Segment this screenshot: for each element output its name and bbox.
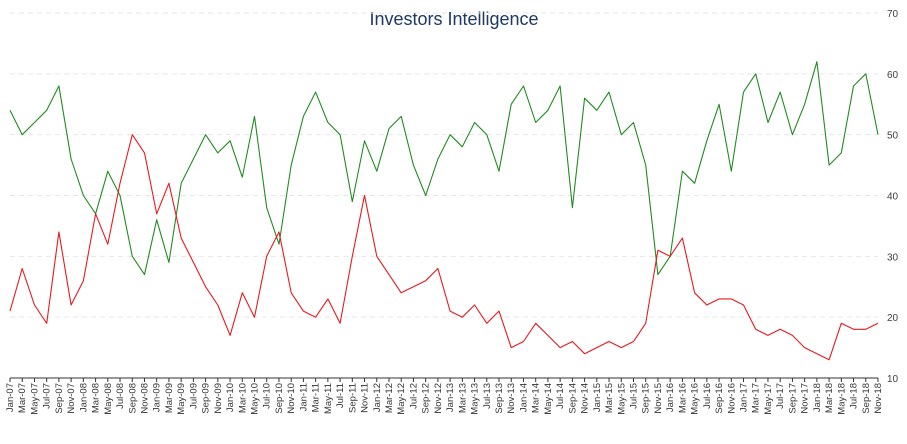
x-tick-label: Jan-17: [739, 383, 750, 412]
x-tick-label: Mar-17: [751, 383, 762, 413]
x-tick-label: Sep-14: [567, 383, 578, 414]
x-tick-label: May-12: [396, 383, 407, 415]
x-tick-label: May-15: [616, 383, 627, 415]
gridlines: [10, 12, 878, 318]
x-tick-label: Jul-10: [262, 383, 273, 409]
x-tick-label: Jan-10: [225, 383, 236, 412]
x-tick-label: Jan-16: [665, 383, 676, 412]
x-tick-label: Sep-17: [787, 383, 798, 414]
x-tick-label: Sep-18: [861, 383, 872, 414]
x-tick-label: Jan-09: [152, 383, 163, 412]
x-tick-label: Jul-14: [555, 383, 566, 409]
x-tick-label: Mar-08: [91, 383, 102, 413]
x-tick-label: May-09: [176, 383, 187, 415]
y-tick-label: 70: [887, 9, 899, 20]
x-tick-label: Jan-15: [592, 383, 603, 412]
series-lines: [9, 61, 879, 361]
x-tick-label: Nov-12: [433, 383, 444, 414]
x-axis-ticks: Jan-07 Mar-07 May-07 Jul-07 Sep-07 Nov-07 Jan-…: [5, 378, 884, 415]
x-tick-label: Jul-17: [775, 383, 786, 409]
x-tick-label: May-17: [763, 383, 774, 415]
x-tick-label: Jul-18: [849, 383, 860, 409]
x-tick-label: Mar-09: [164, 383, 175, 413]
x-tick-label: Jan-12: [372, 383, 383, 412]
x-tick-label: Jan-18: [812, 383, 823, 412]
x-tick-label: Sep-10: [274, 383, 285, 414]
x-tick-label: Mar-18: [824, 383, 835, 413]
x-tick-label: May-07: [29, 383, 40, 415]
x-tick-label: Nov-07: [66, 383, 77, 414]
x-tick-label: May-10: [250, 383, 261, 415]
x-tick-label: Mar-10: [237, 383, 248, 413]
x-tick-label: May-13: [470, 383, 481, 415]
y-tick-label: 40: [887, 192, 899, 203]
x-tick-label: Nov-08: [139, 383, 150, 414]
series-line-1: [9, 134, 879, 361]
x-tick-label: Nov-13: [506, 383, 517, 414]
x-tick-label: Mar-16: [677, 383, 688, 413]
y-tick-label: 50: [887, 131, 899, 142]
x-tick-label: Sep-08: [127, 383, 138, 414]
x-tick-label: Nov-16: [726, 383, 737, 414]
x-tick-label: Mar-07: [17, 383, 28, 413]
x-tick-label: Mar-11: [311, 383, 322, 412]
x-tick-label: May-08: [103, 383, 114, 415]
x-tick-label: Jan-08: [78, 383, 89, 412]
chart-title: Investors Intelligence: [369, 9, 538, 29]
x-tick-label: Nov-17: [800, 383, 811, 414]
x-tick-label: Sep-09: [201, 383, 212, 414]
x-tick-label: Jul-16: [702, 383, 713, 409]
x-tick-label: Sep-15: [641, 383, 652, 414]
x-tick-label: Jul-15: [628, 383, 639, 409]
x-tick-label: Sep-12: [421, 383, 432, 414]
x-tick-label: Nov-15: [653, 383, 664, 414]
x-tick-label: Jul-07: [42, 383, 53, 409]
x-tick-label: Jan-11: [298, 383, 309, 411]
x-tick-label: Nov-09: [213, 383, 224, 414]
x-tick-label: May-18: [836, 383, 847, 415]
x-tick-label: May-14: [543, 383, 554, 415]
x-tick-label: Mar-12: [384, 383, 395, 413]
x-tick-label: Jul-12: [408, 383, 419, 409]
x-tick-label: Nov-10: [286, 383, 297, 414]
y-axis-ticks: 10 20 30 40 50 60 70: [887, 9, 899, 385]
x-tick-label: Jul-09: [188, 383, 199, 409]
x-tick-label: Sep-13: [494, 383, 505, 414]
y-tick-label: 20: [887, 313, 899, 324]
series-line-0: [9, 61, 879, 276]
x-tick-label: Nov-14: [580, 383, 591, 414]
x-tick-label: Sep-16: [714, 383, 725, 414]
x-tick-label: Nov-11: [360, 383, 371, 413]
x-tick-label: May-16: [690, 383, 701, 415]
x-tick-label: Jul-13: [482, 383, 493, 409]
x-tick-label: May-11: [323, 383, 334, 414]
x-tick-label: Mar-13: [457, 383, 468, 413]
x-tick-label: Jul-11: [335, 383, 346, 408]
x-tick-label: Mar-14: [531, 383, 542, 413]
y-tick-label: 10: [887, 374, 899, 385]
y-tick-label: 30: [887, 252, 899, 263]
x-tick-label: Jan-14: [518, 383, 529, 412]
y-tick-label: 60: [887, 70, 899, 81]
x-tick-label: Jul-08: [115, 383, 126, 409]
x-tick-label: Sep-07: [54, 383, 65, 414]
x-tick-label: Jan-07: [5, 383, 16, 412]
x-tick-label: Jan-13: [445, 383, 456, 412]
x-tick-label: Sep-11: [347, 383, 358, 413]
x-tick-label: Mar-15: [604, 383, 615, 413]
x-tick-label: Nov-18: [873, 383, 884, 414]
